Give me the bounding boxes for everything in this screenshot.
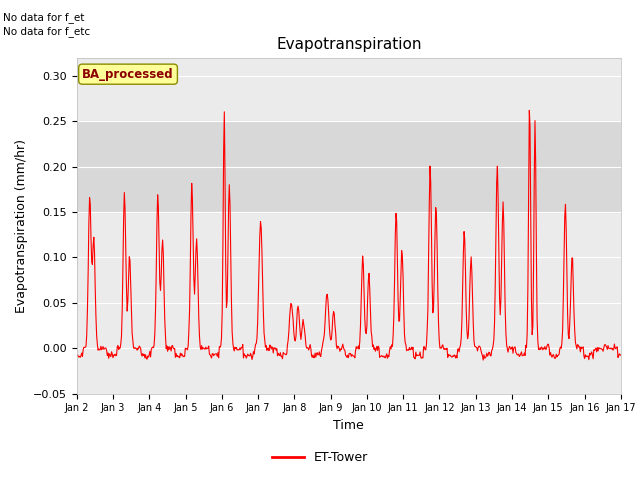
X-axis label: Time: Time xyxy=(333,419,364,432)
Text: BA_processed: BA_processed xyxy=(82,68,174,81)
Text: No data for f_etc: No data for f_etc xyxy=(3,26,90,37)
Legend: ET-Tower: ET-Tower xyxy=(268,446,372,469)
Title: Evapotranspiration: Evapotranspiration xyxy=(276,37,422,52)
Bar xyxy=(77,121,621,212)
Y-axis label: Evapotranspiration (mm/hr): Evapotranspiration (mm/hr) xyxy=(15,139,28,312)
Text: No data for f_et: No data for f_et xyxy=(3,12,84,23)
